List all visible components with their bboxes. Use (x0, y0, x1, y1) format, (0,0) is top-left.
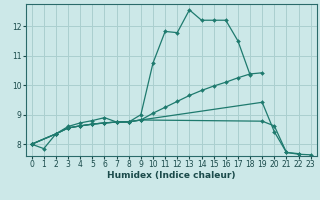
X-axis label: Humidex (Indice chaleur): Humidex (Indice chaleur) (107, 171, 236, 180)
